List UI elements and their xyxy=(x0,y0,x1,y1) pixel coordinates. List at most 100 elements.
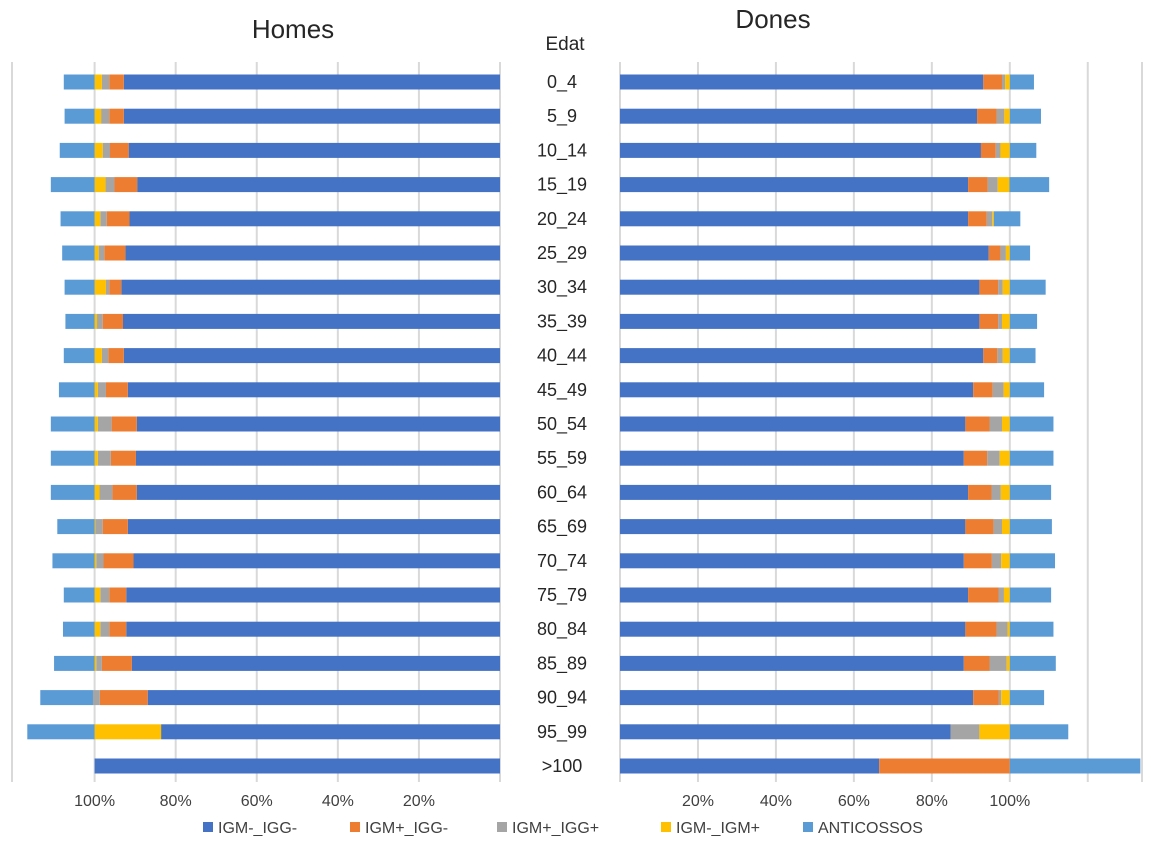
bar-right-IGM+_IGG+ xyxy=(998,690,1002,706)
bar-left-IGM-_IGM+ xyxy=(94,484,100,500)
bar-right-IGM+_IGG- xyxy=(968,587,999,603)
bar-right-IGM-_IGM+ xyxy=(999,450,1010,466)
bar-left-IGM-_IGG- xyxy=(136,416,500,432)
category-label: 90_94 xyxy=(537,688,587,709)
bar-right-IGM-_IGM+ xyxy=(1002,348,1010,364)
category-label: 10_14 xyxy=(537,140,587,161)
tick-label-right: 60% xyxy=(838,793,870,810)
bar-right-IGM+_IGG- xyxy=(983,74,1002,90)
bar-left-IGM-_IGG- xyxy=(121,279,501,295)
bar-right-IGM-_IGG- xyxy=(620,621,966,637)
legend-swatch xyxy=(661,822,671,832)
bar-right-ANTICOSSOS xyxy=(993,211,1021,227)
bar-left-IGM-_IGM+ xyxy=(94,313,98,329)
bar-left-IGM-_IGG- xyxy=(135,450,500,466)
bar-left-ANTICOSSOS xyxy=(40,690,93,706)
bar-left-IGM+_IGG+ xyxy=(92,690,100,706)
tick-label-left: 20% xyxy=(403,793,435,810)
bar-left-IGM+_IGG+ xyxy=(100,587,110,603)
bar-right-IGM-_IGM+ xyxy=(1003,587,1010,603)
bar-right-IGM-_IGG- xyxy=(620,484,969,500)
bar-right-IGM+_IGG+ xyxy=(997,348,1003,364)
bar-right-IGM-_IGM+ xyxy=(1001,553,1010,569)
bar-left-ANTICOSSOS xyxy=(62,245,95,261)
bar-left-IGM-_IGM+ xyxy=(94,142,103,158)
bar-left-IGM+_IGG- xyxy=(109,279,122,295)
bar-left-IGM-_IGG- xyxy=(125,245,500,261)
bar-right-ANTICOSSOS xyxy=(1009,279,1046,295)
bar-right-IGM-_IGG- xyxy=(620,450,964,466)
bar-left-IGM-_IGG- xyxy=(123,348,500,364)
bar-right-IGM-_IGM+ xyxy=(979,724,1010,740)
bar-left-IGM+_IGG- xyxy=(99,690,148,706)
bar-left-IGM-_IGM+ xyxy=(94,382,98,398)
bar-left-IGM-_IGM+ xyxy=(94,553,97,569)
bar-right-IGM+_IGG+ xyxy=(992,382,1004,398)
bar-right-IGM-_IGM+ xyxy=(1005,74,1010,90)
bar-left-ANTICOSSOS xyxy=(65,313,95,329)
bar-right-IGM+_IGG- xyxy=(973,690,999,706)
bar-right-IGM-_IGM+ xyxy=(1002,416,1010,432)
category-label: 40_44 xyxy=(537,346,587,367)
tick-label-right: 40% xyxy=(760,793,792,810)
bar-right-IGM+_IGG+ xyxy=(987,450,1000,466)
center-axis-title: Edat xyxy=(545,34,585,55)
bar-right-ANTICOSSOS xyxy=(1009,553,1056,569)
bar-right-IGM+_IGG+ xyxy=(950,724,980,740)
bar-left-IGM+_IGG+ xyxy=(105,279,110,295)
bar-left-IGM+_IGG- xyxy=(104,245,126,261)
bar-left-IGM+_IGG- xyxy=(109,587,127,603)
bar-right-IGM+_IGG+ xyxy=(991,484,1001,500)
labels: Homes Dones Edat 0_4 5_9 10_14 15_19 20_24 25_29… xyxy=(74,4,1030,810)
bar-right-IGM+_IGG+ xyxy=(998,587,1004,603)
bar-right-IGM+_IGG- xyxy=(968,177,988,193)
bar-right-IGM-_IGG- xyxy=(620,690,974,706)
bar-right-IGM-_IGM+ xyxy=(1000,484,1010,500)
bar-left-ANTICOSSOS xyxy=(50,416,95,432)
bar-right-ANTICOSSOS xyxy=(1009,142,1037,158)
bar-right-ANTICOSSOS xyxy=(1009,724,1069,740)
bar-right-IGM-_IGM+ xyxy=(1006,655,1010,671)
bar-right-IGM-_IGG- xyxy=(620,587,969,603)
bar-left-IGM+_IGG- xyxy=(114,177,138,193)
tick-label-right: 80% xyxy=(916,793,948,810)
bar-right-IGM-_IGG- xyxy=(620,416,966,432)
bar-right-IGM+_IGG+ xyxy=(989,655,1007,671)
bar-left-IGM+_IGG- xyxy=(109,108,124,124)
bar-right-IGM+_IGG- xyxy=(879,758,1010,774)
bar-right-IGM+_IGG+ xyxy=(1000,245,1006,261)
bar-left-IGM-_IGG- xyxy=(137,177,501,193)
bar-right-IGM-_IGG- xyxy=(620,177,969,193)
category-label: 45_49 xyxy=(537,380,587,401)
bar-left-IGM+_IGG+ xyxy=(96,655,102,671)
bar-right-IGM+_IGG- xyxy=(979,313,999,329)
bar-left-IGM+_IGG+ xyxy=(97,450,111,466)
bar-left-ANTICOSSOS xyxy=(59,142,95,158)
bar-left-ANTICOSSOS xyxy=(50,177,95,193)
bar-left-IGM-_IGG- xyxy=(127,382,500,398)
legend-swatch xyxy=(497,822,507,832)
bar-right-ANTICOSSOS xyxy=(1009,484,1052,500)
legend-label: ANTICOSSOS xyxy=(818,820,923,837)
bar-right-ANTICOSSOS xyxy=(1009,621,1054,637)
bar-right-IGM-_IGM+ xyxy=(1007,621,1010,637)
bar-left-ANTICOSSOS xyxy=(50,484,95,500)
legend-label: IGM+_IGG- xyxy=(365,820,448,837)
bar-left-IGM-_IGG- xyxy=(128,142,500,158)
bar-right-IGM-_IGG- xyxy=(620,758,880,774)
bar-right-ANTICOSSOS xyxy=(1009,690,1045,706)
bar-right-IGM-_IGM+ xyxy=(1005,245,1010,261)
bar-right-ANTICOSSOS xyxy=(1009,108,1041,124)
bar-left-IGM+_IGG+ xyxy=(97,416,112,432)
category-label: 35_39 xyxy=(537,311,587,332)
category-label: >100 xyxy=(542,756,583,776)
bar-right-IGM+_IGG- xyxy=(963,553,992,569)
bar-left-IGM+_IGG- xyxy=(101,655,132,671)
bar-left-ANTICOSSOS xyxy=(54,655,95,671)
bar-left-IGM-_IGM+ xyxy=(94,245,99,261)
bar-right-IGM+_IGG+ xyxy=(996,621,1008,637)
legend-label: IGM-_IGM+ xyxy=(676,820,760,837)
tick-label-left: 80% xyxy=(160,793,192,810)
bar-left-IGM+_IGG+ xyxy=(101,348,109,364)
bar-right-IGM-_IGM+ xyxy=(1002,279,1010,295)
